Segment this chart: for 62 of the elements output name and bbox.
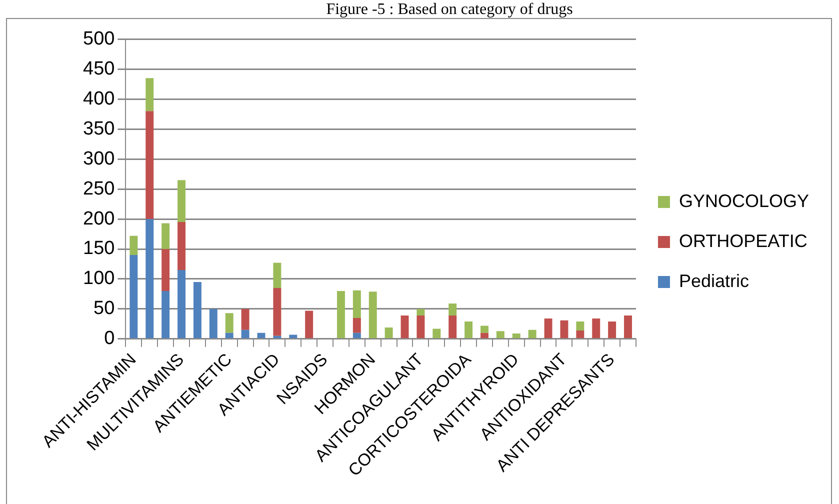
bar	[384, 328, 393, 338]
bar	[162, 249, 170, 291]
bar	[576, 322, 584, 331]
y-tick-label: 150	[83, 238, 115, 260]
y-tick-label: 450	[83, 58, 115, 80]
y-tick-label: 400	[83, 88, 115, 110]
bar	[592, 318, 600, 338]
bar	[289, 334, 298, 338]
bar	[162, 223, 170, 250]
y-tick-label: 100	[83, 268, 115, 290]
bar	[225, 332, 234, 338]
bar	[560, 320, 568, 338]
bar	[209, 308, 218, 338]
bar	[432, 328, 441, 338]
y-tick-label: 500	[83, 28, 115, 50]
legend-label: Pediatric	[678, 270, 750, 291]
bar	[146, 111, 154, 220]
bar	[480, 326, 488, 333]
bar	[146, 78, 154, 112]
bar	[257, 332, 266, 338]
bar	[352, 332, 361, 338]
y-tick-label: 0	[104, 328, 115, 350]
bar	[480, 332, 488, 338]
bar	[512, 334, 520, 338]
bar	[273, 288, 282, 336]
bar	[130, 254, 138, 338]
bar	[624, 316, 632, 338]
bar	[464, 322, 473, 338]
bar	[608, 322, 616, 338]
legend-label: GYNOCOLOGY	[678, 190, 810, 211]
bar	[273, 262, 282, 288]
bar	[528, 330, 536, 338]
bar	[576, 330, 584, 338]
bar	[448, 316, 457, 338]
bar	[544, 318, 552, 338]
bar	[416, 308, 425, 316]
bar	[130, 236, 138, 255]
bar	[352, 290, 361, 318]
bar	[336, 290, 345, 338]
bar	[146, 219, 154, 338]
bar	[241, 308, 250, 330]
chart-title: Figure -5 : Based on category of drugs	[326, 0, 573, 18]
bar	[162, 290, 170, 338]
bar	[368, 292, 377, 338]
y-tick-label: 350	[83, 118, 115, 140]
bar	[496, 331, 504, 338]
bar	[400, 316, 409, 338]
y-tick-label: 50	[94, 298, 115, 320]
bar	[178, 180, 186, 222]
bar	[225, 313, 234, 333]
bar	[241, 330, 250, 338]
bar	[193, 282, 202, 338]
y-tick-label: 300	[83, 148, 115, 170]
bar	[416, 316, 425, 338]
y-tick-label: 200	[83, 208, 115, 230]
bar	[448, 304, 457, 316]
bar	[352, 318, 361, 333]
y-tick-label: 250	[83, 178, 115, 200]
legend-label: ORTHOPEATIC	[678, 230, 808, 251]
bar	[178, 222, 186, 270]
bar	[305, 310, 314, 338]
bar	[178, 270, 186, 338]
